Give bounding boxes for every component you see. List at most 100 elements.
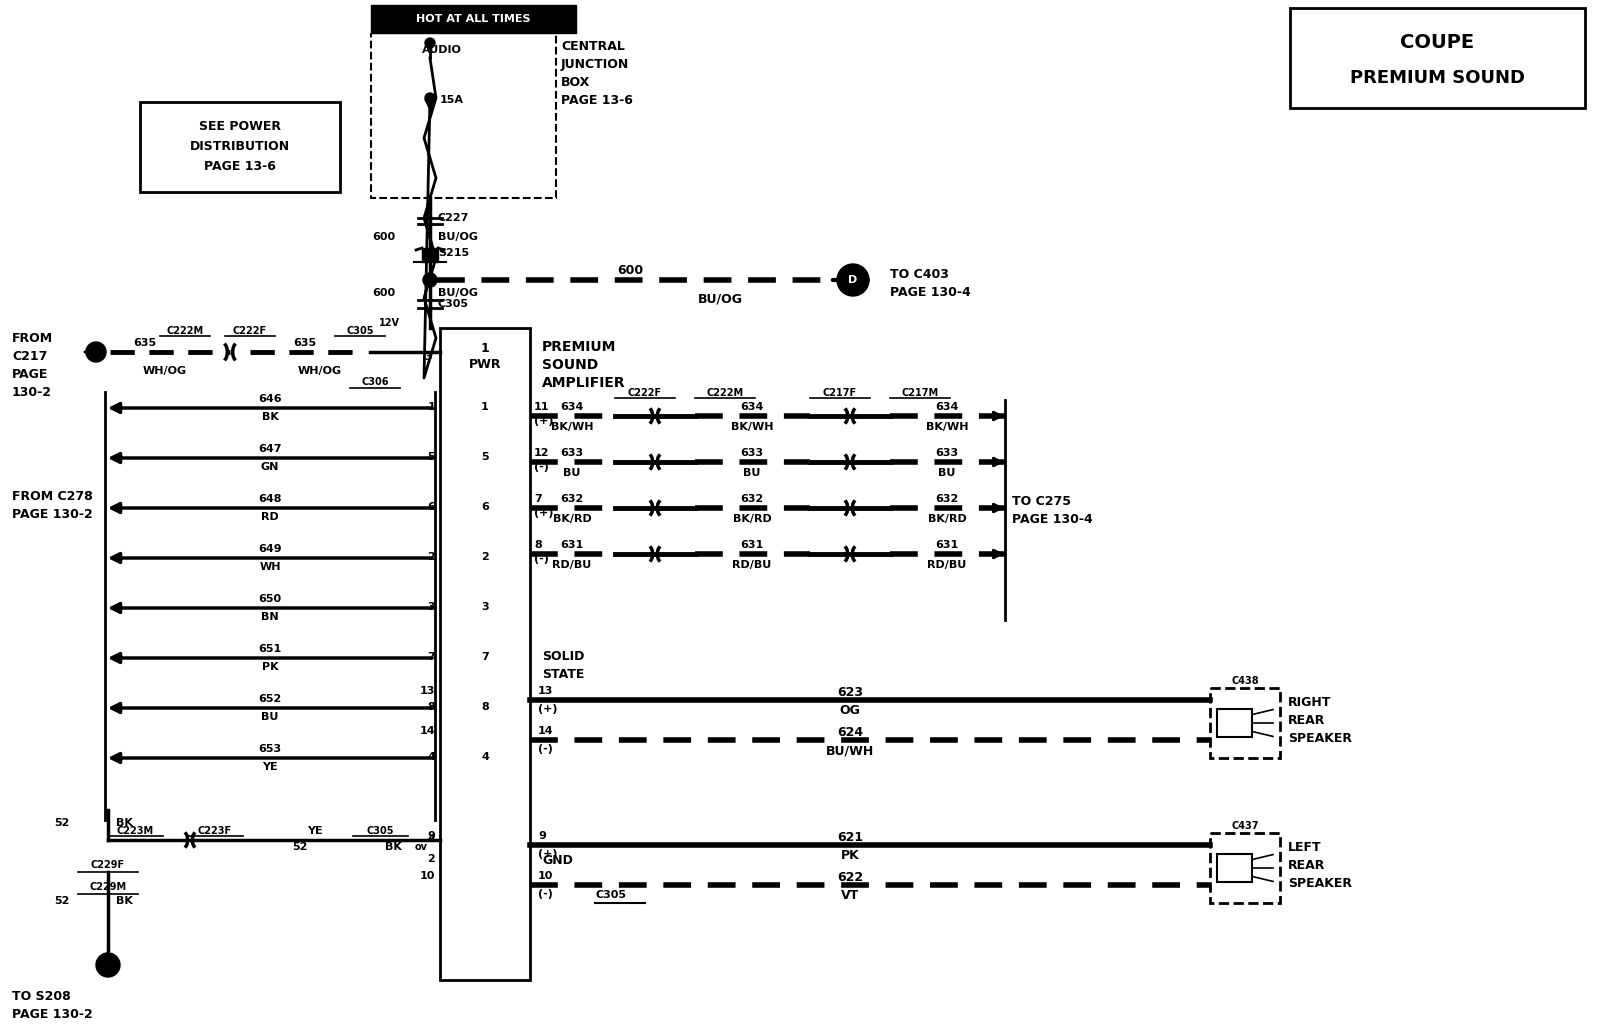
Text: 12V: 12V xyxy=(379,318,400,328)
Text: C438: C438 xyxy=(1230,676,1259,686)
Text: BU: BU xyxy=(938,467,955,478)
Text: BU/OG: BU/OG xyxy=(698,293,742,307)
Text: 635: 635 xyxy=(293,338,317,348)
Text: 8: 8 xyxy=(482,702,490,712)
Text: PREMIUM SOUND: PREMIUM SOUND xyxy=(1349,69,1525,87)
Text: S215: S215 xyxy=(438,248,469,258)
Text: 3: 3 xyxy=(424,352,432,362)
Bar xyxy=(1218,709,1251,737)
Text: 631: 631 xyxy=(560,540,584,550)
Text: 600: 600 xyxy=(371,288,395,298)
Text: 52: 52 xyxy=(54,818,70,828)
Text: REAR: REAR xyxy=(1288,714,1325,727)
Text: 2: 2 xyxy=(427,854,435,864)
Text: 6: 6 xyxy=(427,502,435,512)
Text: 600: 600 xyxy=(371,232,395,241)
Text: PAGE 130-4: PAGE 130-4 xyxy=(1013,513,1093,526)
Text: WH: WH xyxy=(259,562,280,572)
Text: C305: C305 xyxy=(595,890,626,900)
Text: C229M: C229M xyxy=(90,882,126,892)
Text: D: D xyxy=(848,275,858,285)
Text: WH/OG: WH/OG xyxy=(142,366,187,376)
Circle shape xyxy=(96,953,120,977)
Text: C222M: C222M xyxy=(707,388,744,398)
Bar xyxy=(422,248,438,262)
Text: SPEAKER: SPEAKER xyxy=(1288,877,1352,890)
Text: 632: 632 xyxy=(936,494,958,504)
Text: C223F: C223F xyxy=(198,826,232,836)
Bar xyxy=(1210,833,1280,903)
Text: 646: 646 xyxy=(258,394,282,404)
Text: C305: C305 xyxy=(438,299,469,309)
Text: 3: 3 xyxy=(427,602,435,612)
Text: A: A xyxy=(93,347,99,357)
Text: (+): (+) xyxy=(538,849,557,859)
Text: BU/OG: BU/OG xyxy=(438,232,478,241)
Text: BK: BK xyxy=(386,842,402,852)
Text: VT: VT xyxy=(842,889,859,902)
Text: C306: C306 xyxy=(362,377,389,387)
Text: TO S208: TO S208 xyxy=(13,990,70,1003)
Text: 631: 631 xyxy=(936,540,958,550)
Text: PK: PK xyxy=(262,662,278,672)
Text: 624: 624 xyxy=(837,725,862,739)
Text: 633: 633 xyxy=(560,448,584,458)
Text: 650: 650 xyxy=(259,594,282,604)
Text: BU: BU xyxy=(563,467,581,478)
Text: 634: 634 xyxy=(741,402,763,412)
Text: 11: 11 xyxy=(534,402,549,412)
Text: 7: 7 xyxy=(427,652,435,662)
Text: (-): (-) xyxy=(534,462,549,472)
Text: PREMIUM: PREMIUM xyxy=(542,340,616,354)
Text: (-): (-) xyxy=(538,889,554,899)
Text: 634: 634 xyxy=(936,402,958,412)
Bar xyxy=(371,33,557,198)
Text: 7: 7 xyxy=(534,494,542,504)
Text: RD/BU: RD/BU xyxy=(733,560,771,570)
Text: AMPLIFIER: AMPLIFIER xyxy=(542,376,626,390)
Text: PAGE 130-2: PAGE 130-2 xyxy=(13,1008,93,1021)
Text: RD/BU: RD/BU xyxy=(928,560,966,570)
Text: (+): (+) xyxy=(534,508,554,518)
Text: BU: BU xyxy=(261,712,278,722)
Text: 651: 651 xyxy=(258,644,282,654)
Text: PWR: PWR xyxy=(469,358,501,370)
Text: C217M: C217M xyxy=(901,388,939,398)
Text: YE: YE xyxy=(262,762,278,772)
Text: 622: 622 xyxy=(837,871,862,884)
Text: 2: 2 xyxy=(427,552,435,562)
Text: 1: 1 xyxy=(482,402,490,412)
Text: LEFT: LEFT xyxy=(1288,841,1322,854)
Text: 52: 52 xyxy=(293,842,307,852)
Text: 7: 7 xyxy=(482,652,490,662)
Bar xyxy=(440,328,530,980)
Text: 14: 14 xyxy=(538,725,554,736)
Text: 4: 4 xyxy=(482,752,490,762)
Circle shape xyxy=(422,273,437,287)
Text: (-): (-) xyxy=(538,744,554,754)
Text: STATE: STATE xyxy=(542,668,584,681)
Text: FROM: FROM xyxy=(13,332,53,345)
Circle shape xyxy=(426,93,435,103)
Text: PAGE 130-2: PAGE 130-2 xyxy=(13,508,93,521)
Text: 6: 6 xyxy=(482,502,490,512)
Text: (+): (+) xyxy=(538,704,557,714)
Text: 9: 9 xyxy=(538,831,546,841)
Text: COUPE: COUPE xyxy=(1400,32,1474,52)
Text: 5: 5 xyxy=(427,452,435,462)
Text: C229F: C229F xyxy=(91,860,125,870)
Bar xyxy=(1290,8,1586,108)
Text: BK/RD: BK/RD xyxy=(552,514,592,524)
Text: 52: 52 xyxy=(54,896,70,906)
Text: SEE POWER: SEE POWER xyxy=(198,120,282,133)
Text: 631: 631 xyxy=(741,540,763,550)
Text: 1: 1 xyxy=(480,342,490,355)
Text: BOX: BOX xyxy=(562,76,590,89)
Text: RD/BU: RD/BU xyxy=(552,560,592,570)
Text: 652: 652 xyxy=(258,694,282,704)
Text: 1: 1 xyxy=(427,402,435,412)
Text: HOT AT ALL TIMES: HOT AT ALL TIMES xyxy=(416,14,530,24)
Text: 621: 621 xyxy=(837,831,862,844)
Text: 632: 632 xyxy=(560,494,584,504)
Text: 634: 634 xyxy=(560,402,584,412)
